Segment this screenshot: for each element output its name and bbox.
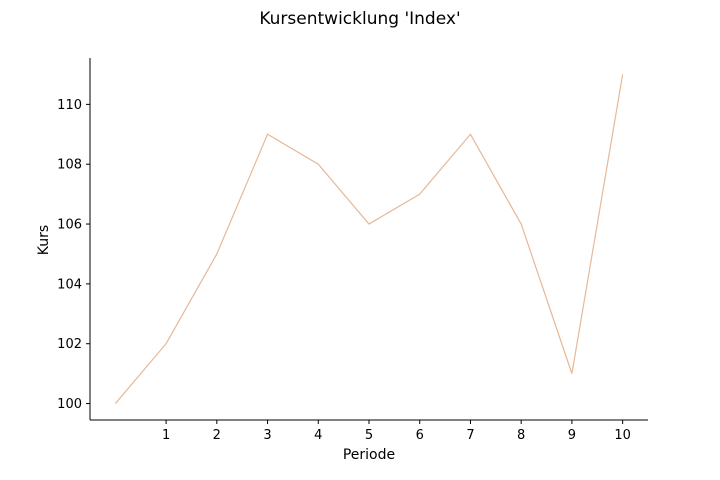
y-tick-label: 102: [57, 337, 82, 352]
x-axis-title: Periode: [343, 447, 395, 463]
x-tick-label: 9: [568, 428, 576, 443]
x-tick-label: 1: [162, 428, 170, 443]
x-tick-label: 8: [517, 428, 525, 443]
x-tick-label: 10: [614, 428, 631, 443]
x-tick-label: 5: [365, 428, 373, 443]
y-axis-title: Kurs: [36, 225, 52, 255]
y-axis-ticks: 100 102 104 106 108 110: [57, 98, 90, 412]
y-tick-label: 108: [57, 158, 82, 173]
y-tick-label: 106: [57, 218, 82, 233]
x-tick-label: 2: [213, 428, 221, 443]
x-axis-ticks: 1 2 3 4 5 6 7 8 9 10: [162, 420, 631, 443]
y-tick-label: 104: [57, 277, 82, 292]
x-tick-label: 3: [263, 428, 271, 443]
x-tick-label: 4: [314, 428, 322, 443]
chart-title: Kursentwicklung 'Index': [259, 9, 460, 29]
x-tick-label: 7: [466, 428, 474, 443]
y-tick-label: 110: [57, 98, 82, 113]
series-line-0: [114, 74, 624, 404]
y-tick-label: 100: [57, 397, 82, 412]
plot-area: [114, 74, 624, 404]
x-tick-label: 6: [416, 428, 424, 443]
